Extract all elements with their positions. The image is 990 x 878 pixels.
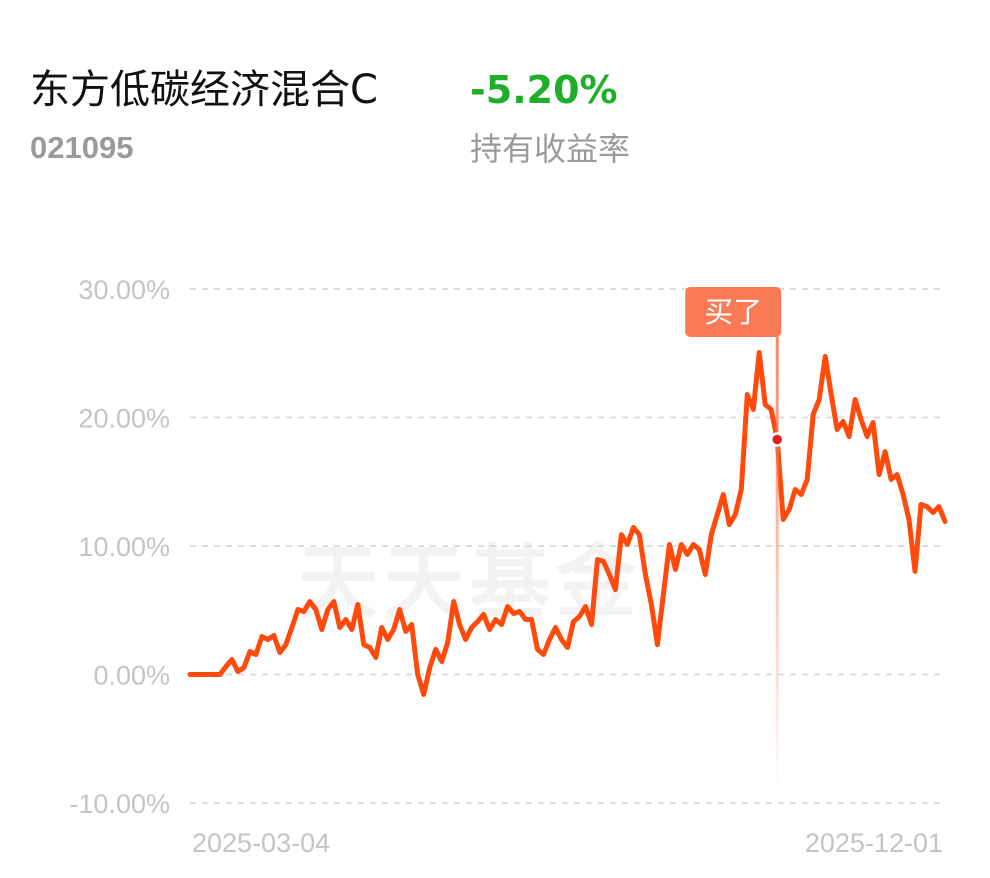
y-tick-label: -10.00% [69, 789, 170, 819]
annotation-point [769, 432, 785, 447]
fund-name: 东方低碳经济混合C [30, 67, 378, 113]
annotation-label: 买了 [704, 295, 762, 329]
return-label: 持有收益率 [470, 130, 630, 168]
line [187, 350, 948, 697]
annotation-box [685, 287, 782, 337]
return-value: -5.20% [470, 68, 618, 112]
y-tick-label: 20.00% [78, 404, 170, 434]
x-tick-label: 2025-12-01 [805, 828, 943, 858]
y-tick-label: 10.00% [78, 532, 170, 562]
annotation-line [775, 337, 779, 795]
x-tick-label: 2025-03-04 [192, 828, 330, 858]
fund-code: 021095 [30, 130, 133, 165]
y-tick-label: 30.00% [78, 275, 170, 305]
y-tick-label: 0.00% [93, 661, 170, 691]
